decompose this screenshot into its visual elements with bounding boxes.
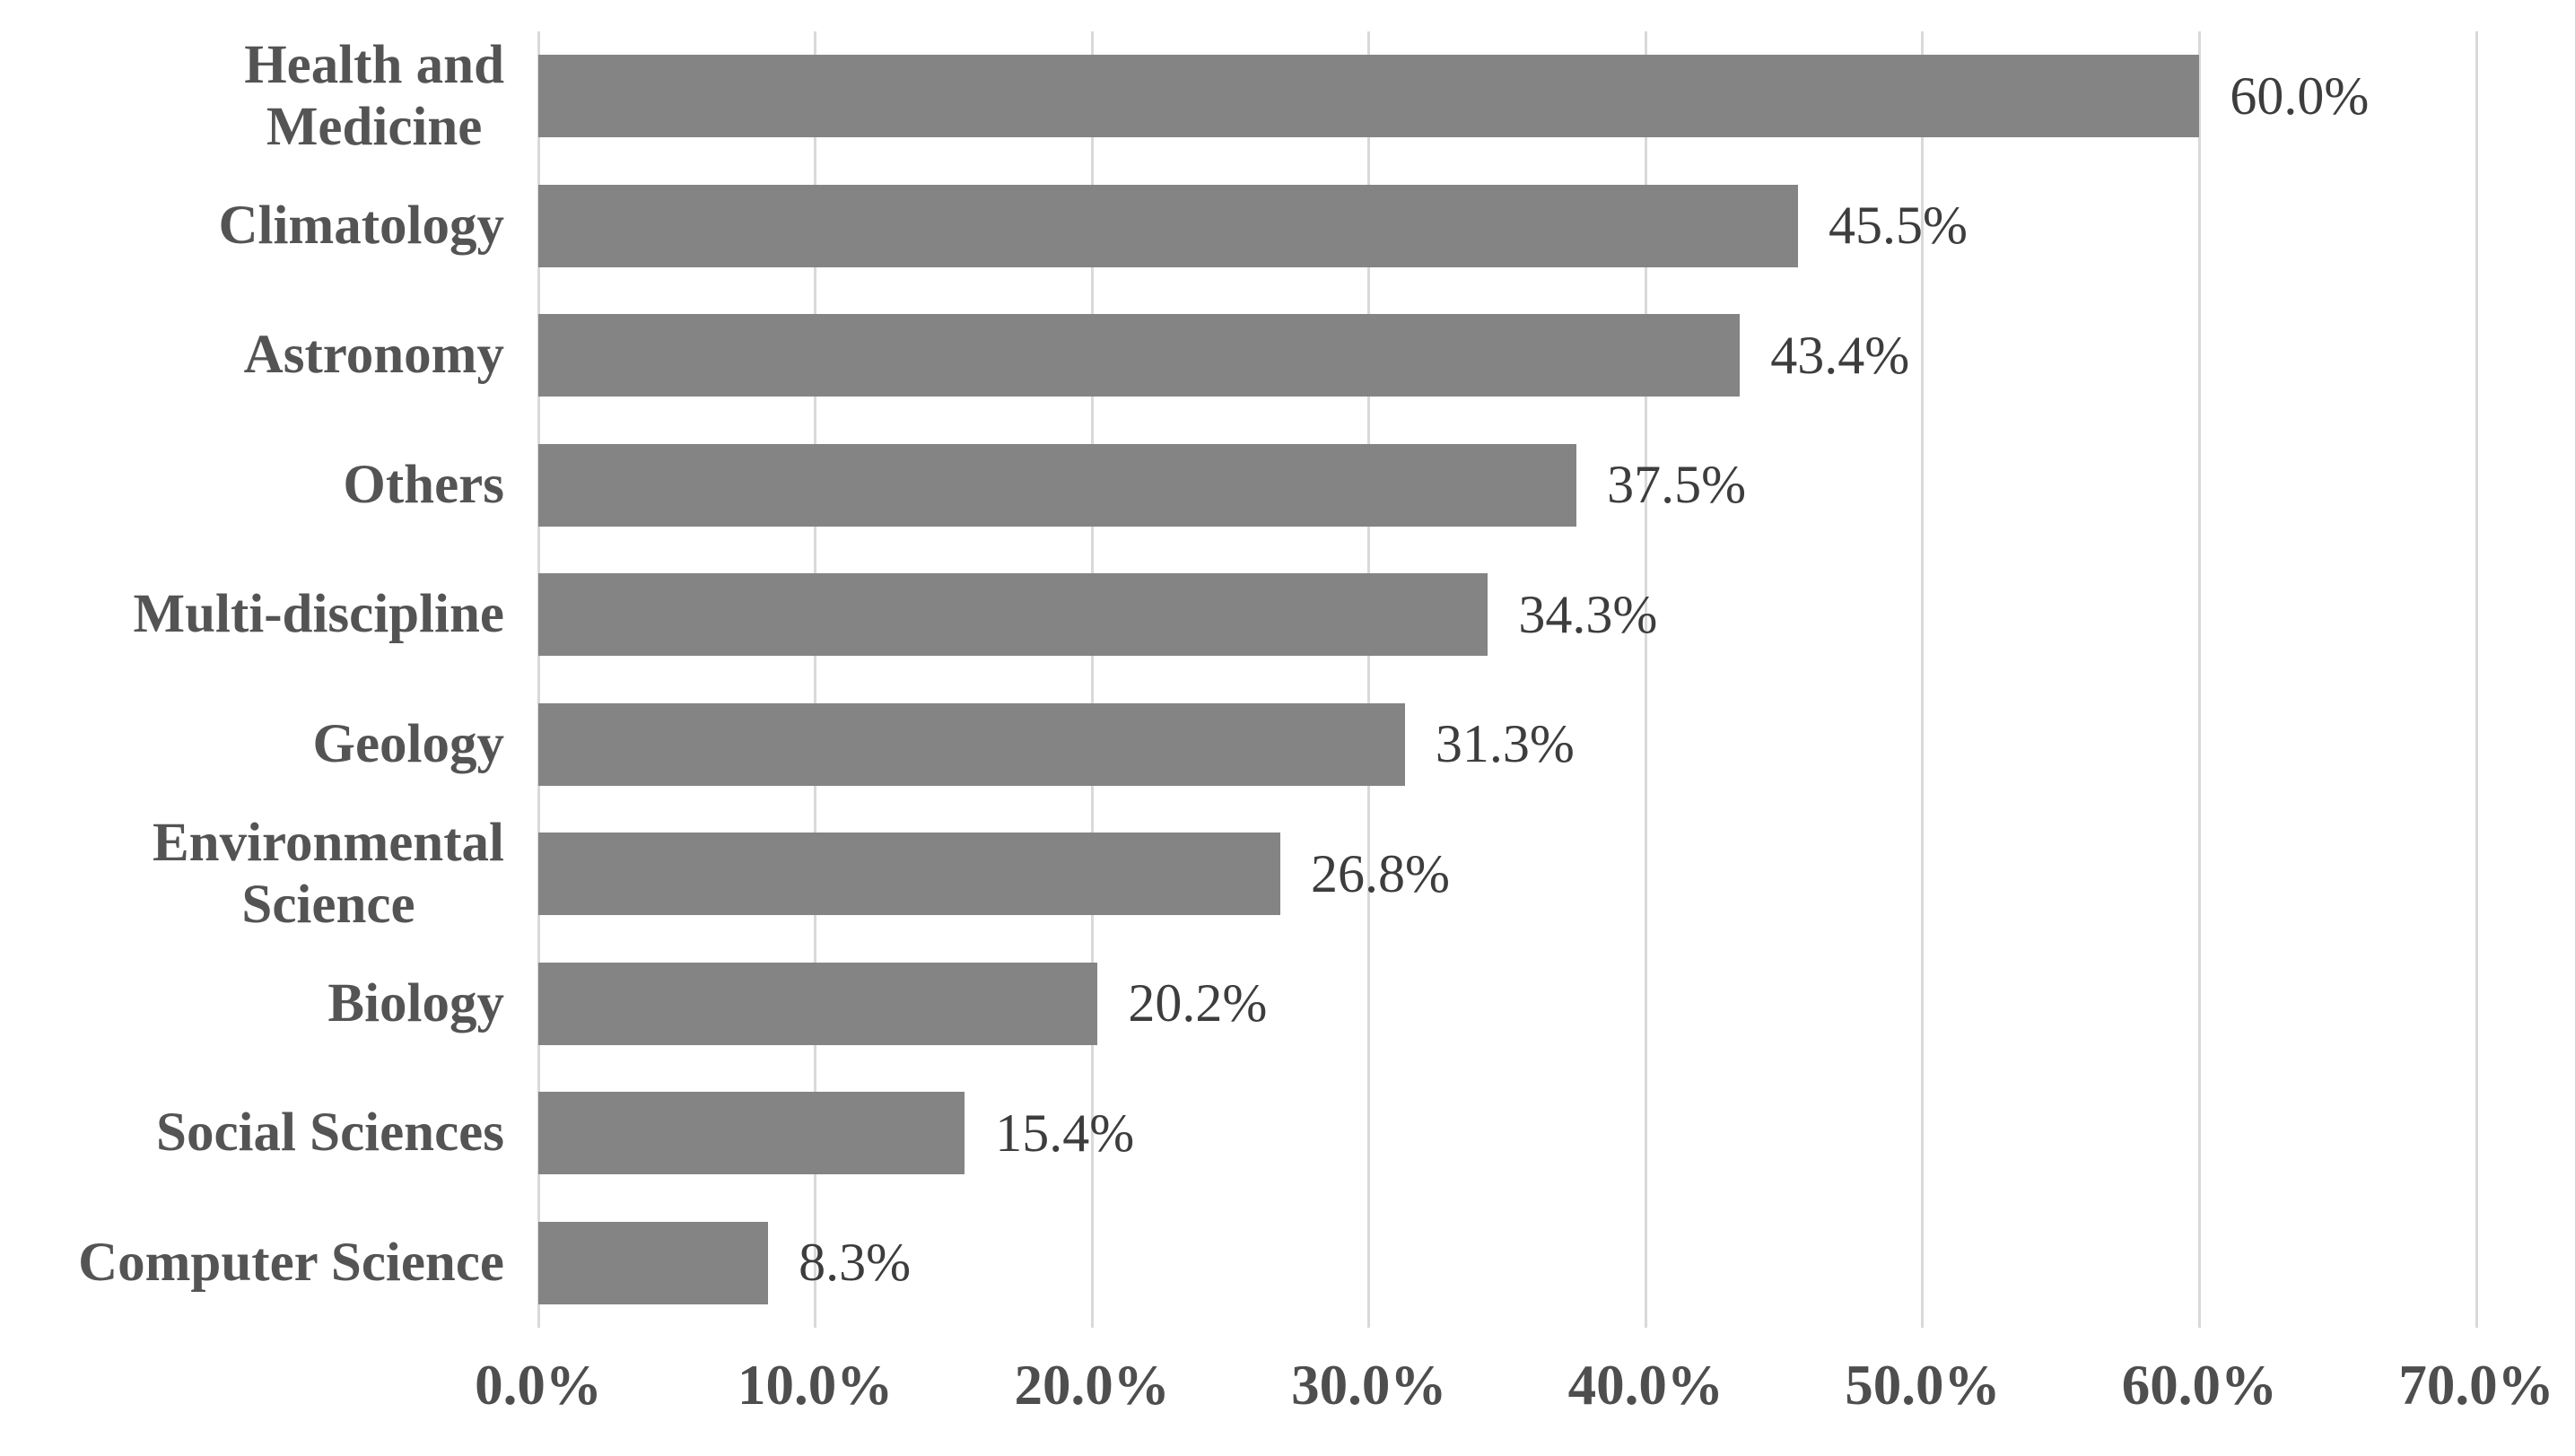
category-label-computer-science: Computer Science (78, 1232, 504, 1293)
bar-computer-science (538, 1221, 769, 1304)
x-axis-tick-20.0%: 20.0% (1014, 1354, 1170, 1417)
value-label-climatology: 45.5% (1829, 196, 1968, 256)
category-label-climatology: Climatology (218, 195, 504, 256)
vertical-gridline (1367, 31, 1371, 1328)
bar-multi-discipline (538, 573, 1488, 657)
category-label-astronomy: Astronomy (243, 325, 504, 386)
bar-biology (538, 962, 1098, 1045)
x-axis-tick-30.0%: 30.0% (1291, 1354, 1447, 1417)
bar-health-and-medicine (538, 55, 2200, 138)
x-axis-tick-70.0%: 70.0% (2398, 1354, 2554, 1417)
x-axis-tick-10.0%: 10.0% (737, 1354, 894, 1417)
x-axis-tick-60.0%: 60.0% (2121, 1354, 2278, 1417)
bar-geology (538, 702, 1405, 786)
y-axis-line (537, 31, 540, 1328)
value-label-others: 37.5% (1607, 455, 1747, 515)
value-label-computer-science: 8.3% (799, 1233, 912, 1293)
bar-others (538, 443, 1577, 527)
vertical-gridline (2475, 31, 2478, 1328)
vertical-gridline (1644, 31, 1647, 1328)
x-axis-tick-0.0%: 0.0% (475, 1354, 602, 1417)
vertical-gridline (814, 31, 817, 1328)
category-label-biology: Biology (327, 972, 504, 1033)
vertical-gridline (1921, 31, 1925, 1328)
vertical-gridline (2197, 31, 2201, 1328)
value-label-social-sciences: 15.4% (995, 1103, 1135, 1163)
category-label-others: Others (343, 454, 504, 515)
bar-climatology (538, 184, 1798, 267)
bar-social-sciences (538, 1092, 965, 1175)
category-label-geology: Geology (312, 713, 504, 774)
bar-astronomy (538, 314, 1741, 397)
value-label-geology: 31.3% (1435, 714, 1575, 774)
bar-environmental-science (538, 833, 1280, 916)
value-label-health-and-medicine: 60.0% (2230, 65, 2370, 126)
category-label-environmental-science: Environmental Science (152, 812, 504, 936)
value-label-astronomy: 43.4% (1770, 325, 1910, 385)
vertical-gridline (1090, 31, 1094, 1328)
category-label-multi-discipline: Multi-discipline (133, 584, 504, 645)
value-label-biology: 20.2% (1128, 973, 1268, 1033)
value-label-multi-discipline: 34.3% (1518, 584, 1658, 644)
category-label-social-sciences: Social Sciences (156, 1103, 504, 1164)
category-label-health-and-medicine: Health and Medicine (244, 34, 504, 158)
x-axis-tick-50.0%: 50.0% (1845, 1354, 2001, 1417)
value-label-environmental-science: 26.8% (1310, 843, 1450, 903)
x-axis-tick-40.0%: 40.0% (1567, 1354, 1724, 1417)
